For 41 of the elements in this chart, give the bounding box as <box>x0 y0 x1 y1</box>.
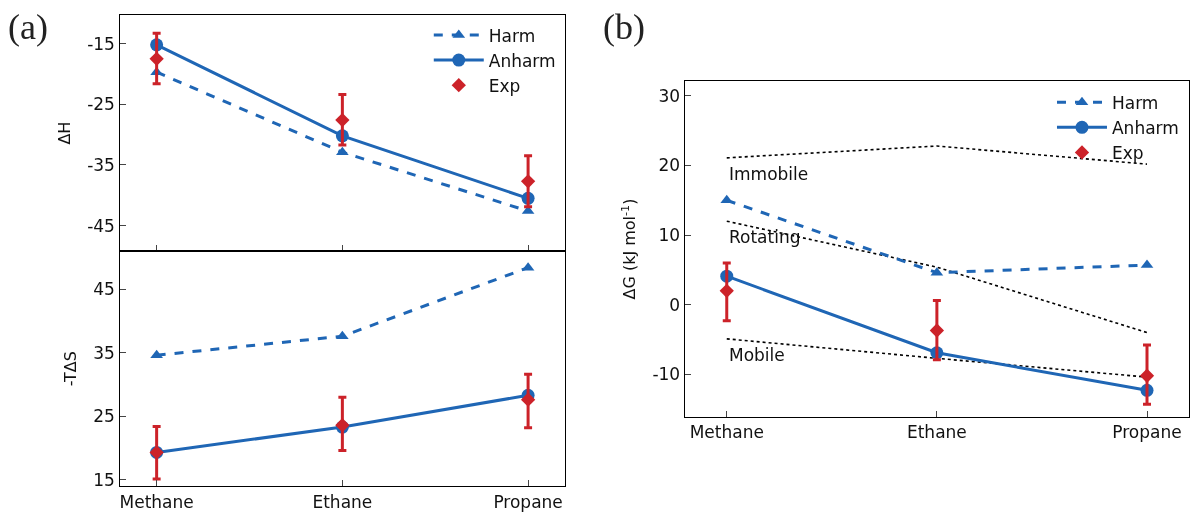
y-axis-title: ΔH <box>55 121 75 145</box>
chart-title: (b) <box>603 7 645 47</box>
y-tick-label: 30 <box>658 85 681 106</box>
y-tick-label: 25 <box>93 406 115 427</box>
legend-label: Harm <box>488 25 536 46</box>
y-tick-label: -10 <box>652 364 681 385</box>
legend-label: Anharm <box>488 50 556 71</box>
x-tick-label: Methane <box>689 422 764 443</box>
y-tick-label: 15 <box>93 469 115 490</box>
x-tick-label: Ethane <box>312 491 373 512</box>
point <box>929 323 945 338</box>
annotation: Rotating <box>729 227 801 247</box>
point <box>149 51 164 66</box>
x-tick-label: Ethane <box>906 422 967 443</box>
point <box>720 194 734 204</box>
point <box>520 174 536 189</box>
x-tick-label: Methane <box>119 491 194 512</box>
point <box>520 392 536 407</box>
y-tick-label: 35 <box>93 342 115 363</box>
y-tick-label: -25 <box>87 94 115 115</box>
y-tick-label: 10 <box>658 225 681 246</box>
y-tick-label: 20 <box>658 155 681 176</box>
point <box>335 112 350 128</box>
legend-label: Exp <box>1111 143 1144 164</box>
annotation: Immobile <box>729 164 809 184</box>
chart-title: (a) <box>8 7 48 47</box>
legend-label: Anharm <box>1111 117 1179 138</box>
y-tick-label: 45 <box>93 279 115 300</box>
legend-label: Harm <box>1111 92 1159 113</box>
y-axis-title: -TΔS <box>61 351 81 387</box>
y-tick-label: -35 <box>87 154 115 175</box>
x-tick-label: Propane <box>493 491 563 512</box>
legend-label: Exp <box>488 75 521 96</box>
point <box>719 283 734 298</box>
y-tick-label: -15 <box>87 33 115 54</box>
y-tick-label: -45 <box>87 215 115 236</box>
x-tick-label: Propane <box>1112 422 1182 443</box>
y-tick-label: 0 <box>669 294 681 315</box>
annotation: Mobile <box>729 345 785 365</box>
point <box>1139 368 1155 383</box>
point <box>150 349 163 359</box>
